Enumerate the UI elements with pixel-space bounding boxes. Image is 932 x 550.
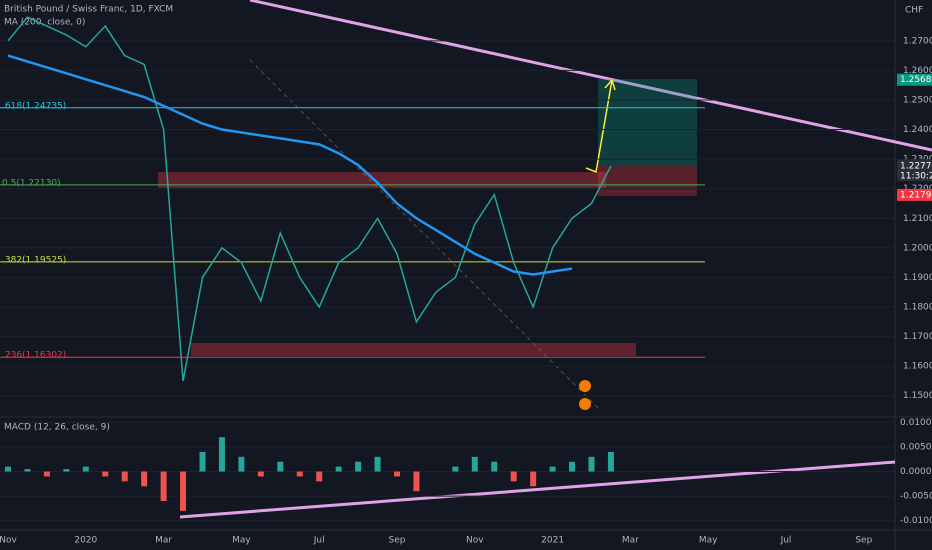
time-tick-label: Mar	[622, 536, 639, 546]
macd-bar	[5, 466, 11, 472]
macd-bar	[549, 466, 556, 472]
price-tick-label: 1.19000	[903, 273, 932, 283]
time-tick-label: Sep	[855, 536, 872, 546]
price-tick-label: 1.27000	[903, 36, 932, 46]
macd-bar	[141, 471, 148, 487]
fib-label: .382(1.19525)	[2, 255, 66, 265]
ma-line	[7, 54, 573, 276]
macd-bar	[374, 456, 381, 472]
macd-bar	[335, 466, 342, 472]
macd-bar	[63, 469, 70, 472]
macd-bar	[316, 471, 323, 482]
macd-bar	[160, 471, 167, 501]
macd-bar	[355, 461, 362, 472]
macd-label: MACD (12, 26, close, 9)	[4, 423, 110, 433]
countdown-bg	[897, 171, 932, 182]
macd-tick-label: 0.00000	[900, 467, 932, 477]
trend-line	[249, 0, 932, 152]
macd-bar	[452, 466, 459, 472]
macd-bar	[82, 466, 89, 472]
time-tick-label: Jul	[780, 536, 792, 546]
macd-bar	[43, 471, 50, 477]
price-tick-label: 1.26000	[903, 66, 932, 76]
price-tick-label: 1.18000	[903, 303, 932, 313]
macd-bar	[471, 456, 478, 472]
price-tag-label: 1.22770	[900, 161, 932, 171]
ma-label: MA (200, close, 0)	[4, 18, 85, 28]
time-tick-label: May	[699, 536, 718, 546]
fib-label: .618(1.24735)	[2, 101, 66, 111]
price-tag	[897, 73, 932, 86]
time-tick-label: Jul	[313, 536, 325, 546]
macd-bar	[102, 471, 109, 477]
resistance-zone	[158, 172, 606, 188]
macd-bar	[413, 471, 420, 492]
target-zone	[598, 79, 697, 165]
price-tick-label: 1.24000	[903, 125, 932, 135]
time-tick-label: May	[232, 536, 251, 546]
currency: CHF	[905, 6, 923, 16]
macd-bar	[530, 471, 537, 487]
price-tick-label: 1.25000	[903, 95, 932, 105]
support-zone	[191, 343, 636, 356]
macd-bar	[199, 451, 206, 472]
event-icon	[579, 398, 591, 410]
macd-bar	[491, 461, 498, 472]
price-tick-label: 1.21000	[903, 214, 932, 224]
time-tick-label: 2021	[541, 536, 564, 546]
stop-zone	[598, 165, 697, 196]
time-tick-label: Nov	[466, 536, 484, 546]
event-icon	[579, 380, 591, 392]
price-tag	[897, 159, 932, 172]
macd-bar	[588, 456, 595, 472]
macd-bar	[510, 471, 517, 482]
price-tick-label: 1.17000	[903, 332, 932, 342]
projection-arrow	[585, 79, 613, 174]
price-tick-label: 1.20000	[903, 243, 932, 253]
price-line	[7, 16, 612, 382]
arrow-head	[604, 78, 616, 91]
macd-bar	[569, 461, 576, 472]
macd-bar	[607, 451, 614, 472]
macd-bar	[296, 471, 303, 477]
time-tick-label: Sep	[389, 536, 406, 546]
time-tick-label: Nov	[0, 536, 17, 546]
macd-bar	[218, 437, 225, 472]
price-tag-label: 1.25685	[900, 75, 932, 85]
price-tick-label: 1.16000	[903, 362, 932, 372]
countdown: 11:30:23	[900, 172, 932, 182]
macd-bar	[238, 456, 245, 472]
fib-label: .236(1.16302)	[2, 351, 66, 361]
title: British Pound / Swiss Franc, 1D, FXCM	[4, 5, 173, 15]
macd-bar	[277, 461, 284, 472]
fib-label: 0.5(1.22130)	[2, 178, 61, 188]
macd-bar	[394, 471, 400, 477]
price-tag	[897, 188, 932, 201]
macd-bar	[180, 471, 187, 511]
macd-bar	[257, 471, 264, 477]
macd-bar	[24, 469, 31, 472]
time-tick-label: 2020	[74, 536, 97, 546]
macd-bar	[121, 471, 128, 482]
dashed-line	[249, 59, 601, 411]
time-tick-label: Mar	[155, 536, 172, 546]
